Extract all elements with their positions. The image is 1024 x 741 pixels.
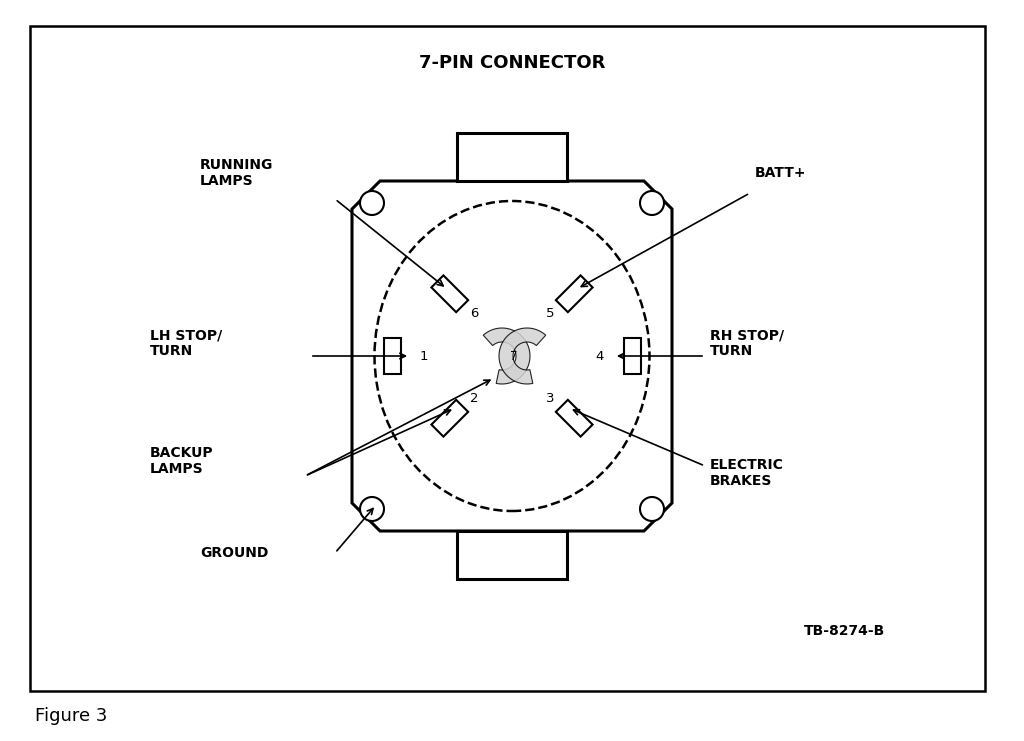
Polygon shape bbox=[556, 276, 593, 312]
Text: RUNNING
LAMPS: RUNNING LAMPS bbox=[200, 158, 273, 187]
Polygon shape bbox=[431, 400, 468, 436]
Bar bbox=[457, 531, 567, 579]
Text: TB-8274-B: TB-8274-B bbox=[804, 624, 885, 638]
Circle shape bbox=[640, 191, 664, 215]
Text: 4: 4 bbox=[596, 350, 604, 362]
Text: 1: 1 bbox=[420, 350, 428, 362]
Circle shape bbox=[360, 497, 384, 521]
Circle shape bbox=[640, 497, 664, 521]
Text: BATT+: BATT+ bbox=[755, 166, 807, 180]
Text: RH STOP/
TURN: RH STOP/ TURN bbox=[710, 328, 784, 358]
Text: ELECTRIC
BRAKES: ELECTRIC BRAKES bbox=[710, 458, 784, 488]
Text: 3: 3 bbox=[546, 392, 554, 405]
Text: 7-PIN CONNECTOR: 7-PIN CONNECTOR bbox=[419, 54, 605, 72]
Text: 5: 5 bbox=[546, 308, 554, 320]
Bar bbox=[457, 133, 567, 181]
Text: GROUND: GROUND bbox=[200, 546, 268, 560]
Circle shape bbox=[360, 191, 384, 215]
Text: 2: 2 bbox=[470, 392, 478, 405]
Bar bbox=[30, 26, 985, 691]
Polygon shape bbox=[499, 328, 546, 384]
Text: BACKUP
LAMPS: BACKUP LAMPS bbox=[150, 446, 214, 476]
Text: LH STOP/
TURN: LH STOP/ TURN bbox=[150, 328, 222, 358]
Polygon shape bbox=[431, 276, 468, 312]
Polygon shape bbox=[352, 181, 672, 531]
Text: 7: 7 bbox=[510, 350, 518, 362]
Text: 6: 6 bbox=[470, 308, 478, 320]
Polygon shape bbox=[556, 400, 593, 436]
Ellipse shape bbox=[375, 201, 649, 511]
Polygon shape bbox=[624, 339, 640, 373]
Polygon shape bbox=[384, 339, 400, 373]
Text: Figure 3: Figure 3 bbox=[35, 707, 108, 725]
Polygon shape bbox=[483, 328, 530, 384]
